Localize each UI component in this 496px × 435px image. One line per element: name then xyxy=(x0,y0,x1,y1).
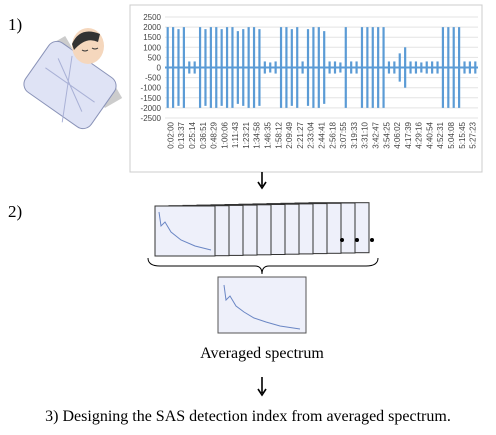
y-tick-label: 1000 xyxy=(143,43,161,52)
y-tick-label: 2000 xyxy=(143,23,161,32)
step-label: 2) xyxy=(8,202,22,221)
spectrum-frame xyxy=(154,205,216,257)
arrow xyxy=(257,377,267,397)
y-tick-label: -500 xyxy=(145,74,162,83)
x-tick-label: 0:13:37 xyxy=(177,121,186,148)
chart-frame xyxy=(129,4,483,173)
x-tick-label: 1:34:58 xyxy=(253,121,262,148)
x-tick-label: 1:11:43 xyxy=(231,121,240,148)
y-tick-label: -1500 xyxy=(141,94,162,103)
arrow xyxy=(257,172,267,190)
x-tick-label: 3:19:33 xyxy=(350,121,359,148)
x-tick-label: 1:00:06 xyxy=(220,121,229,148)
x-tick-label: 3:42:47 xyxy=(371,121,380,148)
averaged-label: Averaged spectrum xyxy=(200,345,324,362)
x-tick-label: 0:48:29 xyxy=(210,121,219,148)
y-tick-label: 2500 xyxy=(143,13,161,22)
x-tick-label: 1:58:12 xyxy=(274,121,283,148)
x-tick-label: 5:15:45 xyxy=(458,121,467,148)
x-tick-label: 4:52:31 xyxy=(436,121,445,148)
x-tick-label: 3:54:25 xyxy=(382,121,391,148)
x-tick-label: 2:21:27 xyxy=(296,121,305,148)
x-tick-label: 1:23:21 xyxy=(242,121,251,148)
x-tick-label: 4:17:39 xyxy=(404,121,413,148)
y-tick-label: -1000 xyxy=(141,84,162,93)
step-label: 1) xyxy=(8,15,22,34)
averaged-spectrum xyxy=(217,276,307,334)
x-tick-label: 2:56:18 xyxy=(328,121,337,148)
x-tick-label: 2:44:41 xyxy=(318,121,327,148)
x-tick-label: 4:06:02 xyxy=(393,121,402,148)
x-tick-label: 0:02:00 xyxy=(166,121,175,148)
x-tick-label: 5:04:08 xyxy=(447,121,456,148)
x-tick-label: 0:25:14 xyxy=(188,121,197,148)
y-tick-label: 500 xyxy=(148,53,162,62)
x-tick-label: 4:40:54 xyxy=(425,121,434,148)
y-tick-label: -2000 xyxy=(141,104,162,113)
x-tick-label: 3:07:55 xyxy=(339,121,348,148)
brace xyxy=(147,257,379,275)
x-tick-label: 5:27:23 xyxy=(469,121,478,148)
ellipsis xyxy=(340,238,374,242)
y-tick-label: 1500 xyxy=(143,33,161,42)
spectrum-stack xyxy=(154,202,370,257)
x-tick-label: 0:36:51 xyxy=(199,121,208,148)
x-tick-label: 2:09:49 xyxy=(285,121,294,148)
x-tick-label: 2:33:04 xyxy=(307,121,316,148)
x-tick-label: 4:29:16 xyxy=(415,121,424,148)
step3-caption: 3) Designing the SAS detection index fro… xyxy=(45,408,451,425)
y-tick-label: 0 xyxy=(157,64,162,73)
spectrum-curve xyxy=(158,211,212,251)
y-tick-label: -2500 xyxy=(141,114,162,123)
x-tick-label: 1:46:35 xyxy=(264,121,273,148)
sleeper-icon xyxy=(23,28,123,130)
x-tick-label: 3:31:10 xyxy=(361,121,370,148)
